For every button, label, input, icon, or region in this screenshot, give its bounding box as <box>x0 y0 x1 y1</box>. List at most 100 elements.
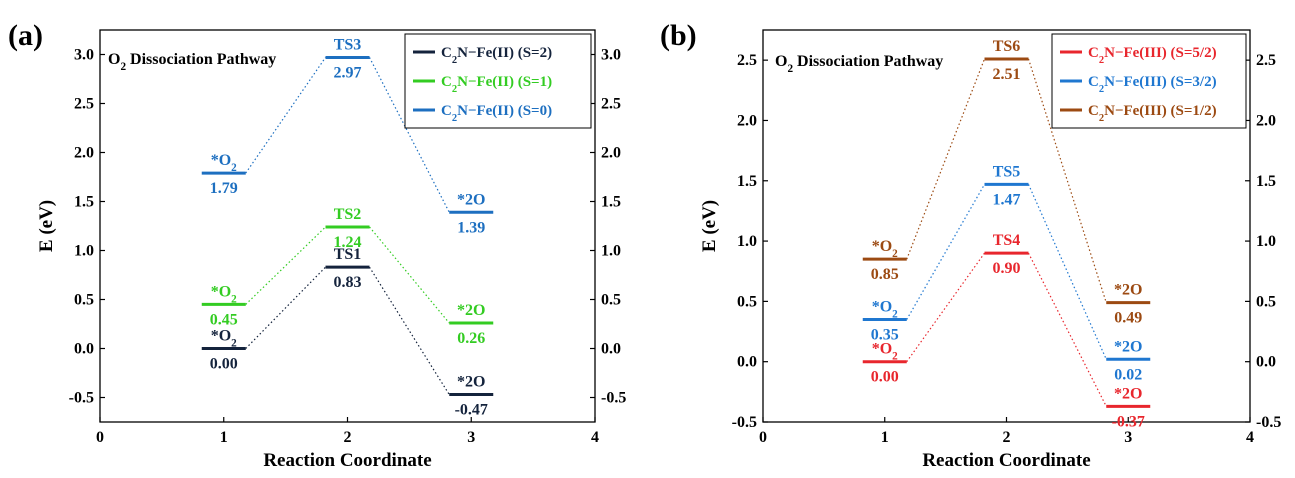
y-tick-label-right: 0.5 <box>601 292 621 309</box>
x-tick-label: 3 <box>467 429 475 446</box>
value-label: 0.26 <box>457 330 485 347</box>
y-tick-label-right: -0.5 <box>601 390 626 407</box>
x-tick-label: 0 <box>759 429 767 446</box>
y-tick-label-left: 1.5 <box>74 194 94 211</box>
panel-label: (a) <box>8 19 43 52</box>
value-label: 0.02 <box>1114 366 1142 383</box>
state-label: *O2 <box>872 298 898 320</box>
x-tick-label: 1 <box>220 429 228 446</box>
state-label: TS4 <box>993 232 1021 249</box>
connector-line <box>1027 252 1107 407</box>
x-tick-label: 2 <box>1003 429 1011 446</box>
value-label: 0.35 <box>871 326 899 343</box>
y-tick-label-left: 3.0 <box>74 47 94 64</box>
y-tick-label-left: 0.0 <box>737 354 757 371</box>
x-tick-label: 4 <box>591 429 599 446</box>
y-axis-label: E (eV) <box>699 200 720 252</box>
y-tick-label-right: 1.5 <box>1256 173 1276 190</box>
legend-entry: C2N−Fe(III) (S=1/2) <box>1088 103 1217 124</box>
state-label: *O2 <box>872 341 898 363</box>
legend-entry: C2N−Fe(III) (S=5/2) <box>1088 45 1217 66</box>
x-tick-label: 0 <box>96 429 104 446</box>
y-tick-label-right: 0.0 <box>1256 354 1276 371</box>
value-label: 1.47 <box>993 191 1021 208</box>
chart-title: O2 Dissociation Pathway <box>108 51 276 73</box>
y-tick-label-left: 1.0 <box>737 233 757 250</box>
state-label: *2O <box>457 302 485 319</box>
y-tick-label-left: -0.5 <box>732 414 757 431</box>
value-label: 0.00 <box>210 356 238 373</box>
y-tick-label-left: 2.0 <box>74 145 94 162</box>
y-tick-label-right: 2.5 <box>601 96 621 113</box>
series-2: *O2 0.85 TS6 2.51 *2O 0.49 <box>862 38 1151 327</box>
connector-line <box>906 58 986 260</box>
value-label: 0.00 <box>871 369 899 386</box>
legend-box <box>1051 33 1247 129</box>
value-label: 0.83 <box>334 274 362 291</box>
value-label: 0.45 <box>210 311 238 328</box>
x-tick-label: 2 <box>344 429 352 446</box>
y-tick-label-right: -0.5 <box>1256 414 1281 431</box>
state-label: TS6 <box>993 38 1021 55</box>
y-tick-label-left: 1.0 <box>74 243 94 260</box>
legend-entry: C2N−Fe(III) (S=3/2) <box>1088 74 1217 95</box>
value-label: 0.90 <box>993 260 1021 277</box>
connector-line <box>906 184 986 320</box>
state-label: TS2 <box>334 206 362 223</box>
chart-panel-b: 0 1 2 3 4-0.5 -0.50.0 0.00.5 0.51.0 1.01.5 1.52.0… <box>660 19 1281 471</box>
value-label: 0.85 <box>871 266 899 283</box>
value-label: 1.79 <box>210 180 238 197</box>
connector-line <box>368 266 450 395</box>
y-tick-label-left: 2.5 <box>737 52 757 69</box>
panel-label: (b) <box>660 19 697 52</box>
y-tick-label-right: 1.5 <box>601 194 621 211</box>
y-tick-label-right: 3.0 <box>601 47 621 64</box>
connector-line <box>245 266 326 349</box>
value-label: 2.51 <box>993 66 1021 83</box>
x-axis-label: Reaction Coordinate <box>263 450 431 471</box>
series-1: *O20.45 TS2 1.24 *2O 0.26 <box>201 206 494 347</box>
state-label: *2O <box>1114 338 1142 355</box>
state-label: *2O <box>1114 385 1142 402</box>
y-tick-label-left: 0.0 <box>74 341 94 358</box>
y-tick-label-left: -0.5 <box>69 390 94 407</box>
y-tick-label-right: 0.0 <box>601 341 621 358</box>
value-label: 0.49 <box>1114 310 1142 327</box>
value-label: 1.24 <box>334 234 362 251</box>
connector-line <box>1027 58 1107 303</box>
value-label: -0.47 <box>455 402 488 419</box>
y-tick-label-right: 0.5 <box>1256 293 1276 310</box>
chart-panel-a: 0 1 2 3 4 -0.5 -0.5 0.0 0.0 0.5 0.5 1.0 1.0 1.5 1.5 2.0… <box>8 19 626 471</box>
state-label: *2O <box>457 374 485 391</box>
chart-title: O2 Dissociation Pathway <box>775 53 943 75</box>
y-tick-label-left: 0.5 <box>737 293 757 310</box>
y-tick-label-left: 2.5 <box>74 96 94 113</box>
legend-box <box>404 33 592 129</box>
x-axis-label: Reaction Coordinate <box>922 450 1090 471</box>
state-label: TS1 <box>334 246 362 263</box>
y-tick-label-left: 2.0 <box>737 112 757 129</box>
series-2: *O2 1.79 TS3 2.97 *2O 1.39 <box>201 36 494 236</box>
value-label: 1.39 <box>457 219 485 236</box>
y-tick-label-right: 1.0 <box>601 243 621 260</box>
y-tick-label-left: 1.5 <box>737 173 757 190</box>
connector-line <box>245 57 326 174</box>
series-0: *O2 0.00 TS4 0.90 *2O -0.37 <box>862 232 1151 430</box>
state-label: *O2 <box>872 238 898 260</box>
y-tick-label-left: 0.5 <box>74 292 94 309</box>
state-label: *O2 <box>211 152 237 174</box>
value-label: -0.37 <box>1112 413 1145 430</box>
series-0: *O2 0.00 TS1 0.83 *2O -0.47 <box>201 246 494 419</box>
value-label: 2.97 <box>334 64 362 81</box>
x-tick-label: 1 <box>881 429 889 446</box>
connector-line <box>369 226 450 324</box>
connector-line <box>1027 184 1107 360</box>
connector-line <box>906 252 985 363</box>
x-tick-label: 4 <box>1246 429 1254 446</box>
state-label: TS3 <box>334 36 362 53</box>
y-axis-label: E (eV) <box>36 200 57 252</box>
state-label: TS5 <box>993 163 1021 180</box>
state-label: *O2 <box>211 328 237 350</box>
